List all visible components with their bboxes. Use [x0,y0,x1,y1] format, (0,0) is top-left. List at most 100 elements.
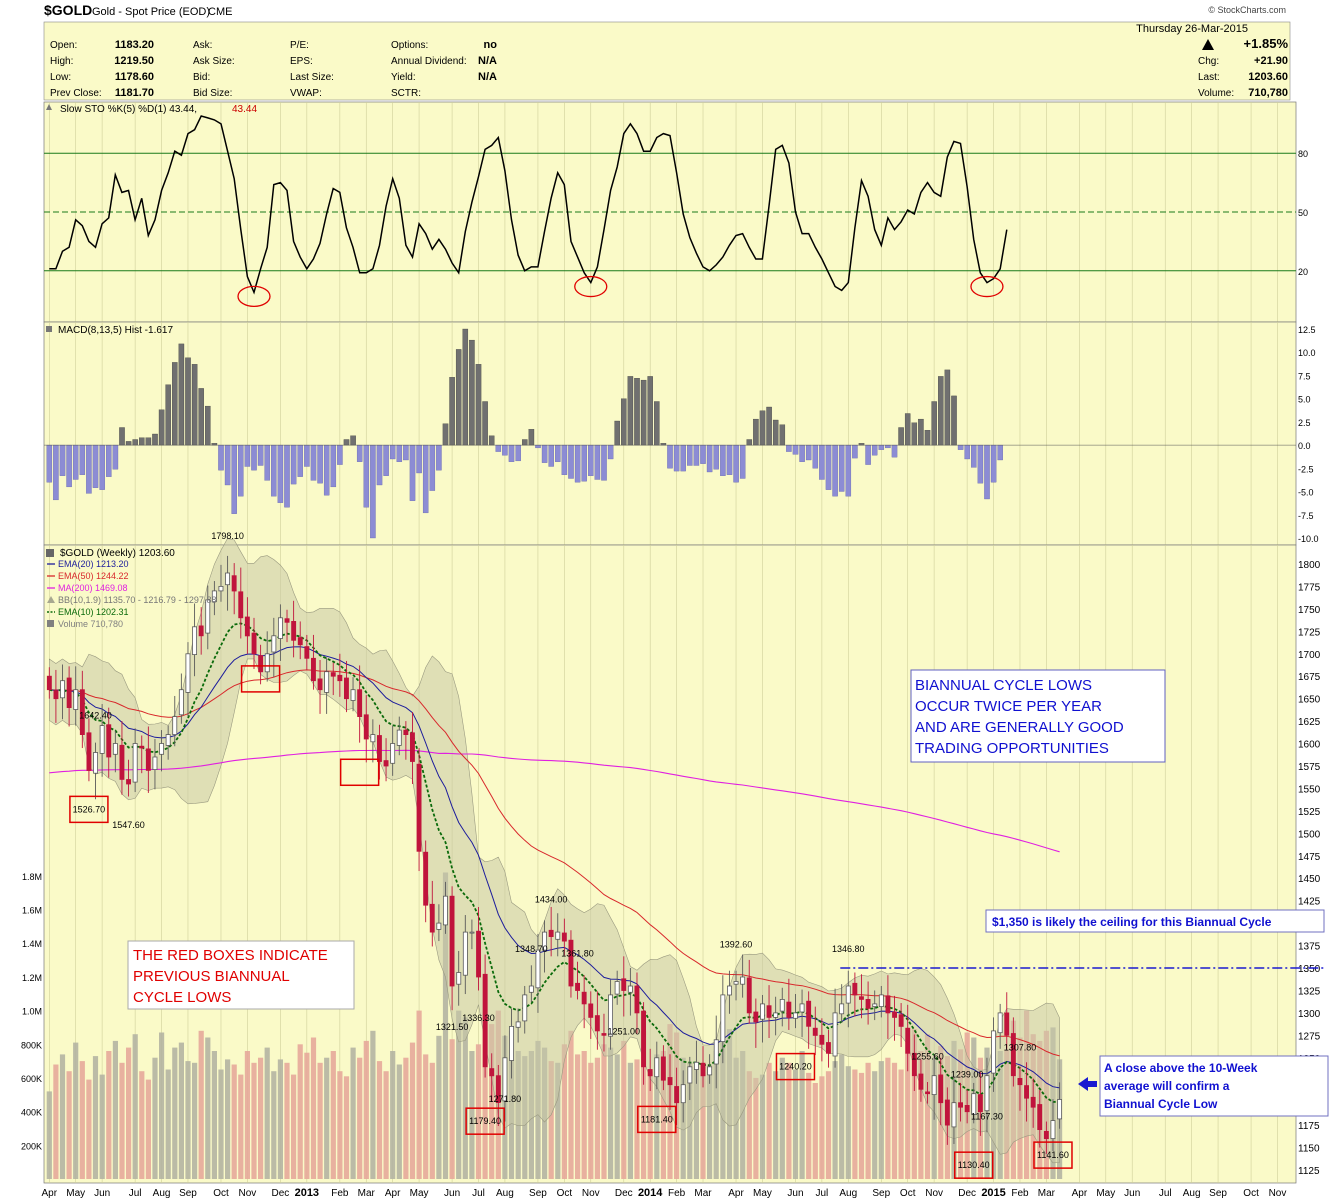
candle-body [284,618,290,623]
macd-bar [475,364,482,446]
candle-body [832,1012,838,1057]
red-note-line: PREVIOUS BIANNUAL [133,968,290,985]
candle-body [462,931,468,976]
macd-bar [99,444,105,490]
price-tick-label: 1625 [1298,717,1321,728]
candlestick [330,662,336,696]
candlestick [892,995,897,1041]
candle-body [363,714,369,740]
quote-value: N/A [478,55,497,67]
x-tick-label: Feb [1011,1188,1029,1199]
candlestick [1004,992,1010,1049]
sto-legend-value: 43.44 [232,104,257,115]
candle-body [812,1027,818,1036]
blue-note-line: AND ARE GENERALLY GOOD [915,719,1124,736]
macd-bar [343,439,350,446]
macd-bar [297,444,303,477]
x-tick-label: May [1096,1188,1115,1199]
macd-bar [488,435,495,446]
candlestick [608,979,613,1050]
volume-tick-label: 400K [21,1108,42,1118]
candlestick [700,1046,706,1088]
macd-bar [284,444,290,508]
candle-body [350,689,356,701]
candle-body [687,1066,693,1084]
candlestick [1010,1017,1016,1087]
candlestick [231,563,237,615]
candle-body [641,1010,646,1068]
volume-bar [568,1030,574,1179]
candle-body [86,732,92,771]
left-arrow-icon [1078,1077,1097,1091]
candle-body [905,1027,911,1054]
candlestick [588,991,594,1039]
x-tick-label: Nov [925,1188,943,1199]
candlestick [482,954,488,1078]
macd-bar [891,444,898,458]
candle-body [310,657,316,682]
candle-body [845,985,851,1004]
macd-bar [772,419,779,446]
macd-bar [766,406,772,446]
legend-entry: EMA(10) 1202.31 [58,607,129,617]
candlestick [806,991,812,1049]
volume-tick-label: 1.4M [22,939,42,949]
candlestick [766,985,772,1039]
candlestick [436,904,442,942]
macd-tick-label: 12.5 [1298,325,1316,335]
x-tick-label: Apr [1072,1188,1088,1199]
legend-entry: MA(200) 1469.08 [58,583,128,593]
x-tick-label: Jul [815,1188,828,1199]
x-tick-label: Mar [1038,1188,1056,1199]
sto-tick-label: 80 [1298,149,1308,159]
macd-bar [205,405,211,446]
volume-bar [205,1037,211,1179]
candle-body [436,922,442,930]
volume-bar [238,1074,244,1179]
macd-bar [462,328,469,446]
macd-bar [277,444,284,503]
cycle-low-box-label: 1179.40 [469,1116,501,1126]
macd-legend: MACD(8,13,5) Hist -1.617 [58,325,173,336]
quote-label: Options: [391,40,428,51]
x-tick-label: 2013 [295,1187,319,1199]
volume-bar [317,1062,323,1179]
macd-histogram-panel: 12.5 10.0 7.5 5.0 2.5 0.0 -2.5 -5.0 -7.5 -10.0 MAC… [43,321,1319,546]
candle-body [951,1102,957,1128]
candle-body [878,994,884,1008]
macd-bar [918,418,924,446]
candlestick [403,721,409,760]
volume-bar [634,1059,640,1179]
quote-label: P/E: [290,40,309,51]
volume-bar [773,1071,779,1179]
candle-body [1030,1096,1036,1108]
x-tick-label: Feb [668,1188,686,1199]
macd-bar [911,422,918,446]
candle-body [793,1012,798,1019]
candle-body [898,1014,904,1027]
macd-bar [852,444,858,459]
quote-value: 1203.60 [1248,71,1288,83]
volume-bar [456,1010,462,1179]
candlestick [832,988,838,1068]
note-box [127,940,355,1010]
volume-tick-label: 800K [21,1040,42,1050]
candlestick [793,994,798,1029]
macd-bar [654,401,660,446]
candlestick [535,933,541,1013]
volume-bar [713,1051,719,1179]
volume-bar [746,1071,752,1179]
candlestick [819,1018,825,1062]
quote-date: Thursday 26-Mar-2015 [1136,23,1248,35]
macd-bar [594,444,601,480]
candle-body [509,1026,514,1061]
candle-body [799,1003,805,1013]
macd-bar [92,444,99,488]
candle-body [152,756,158,771]
x-tick-label: Jun [444,1188,460,1199]
macd-bar [363,444,370,508]
candlestick [79,670,85,749]
candlestick [707,1054,713,1084]
ema50-line [49,669,1060,1057]
candlestick [489,1053,495,1102]
